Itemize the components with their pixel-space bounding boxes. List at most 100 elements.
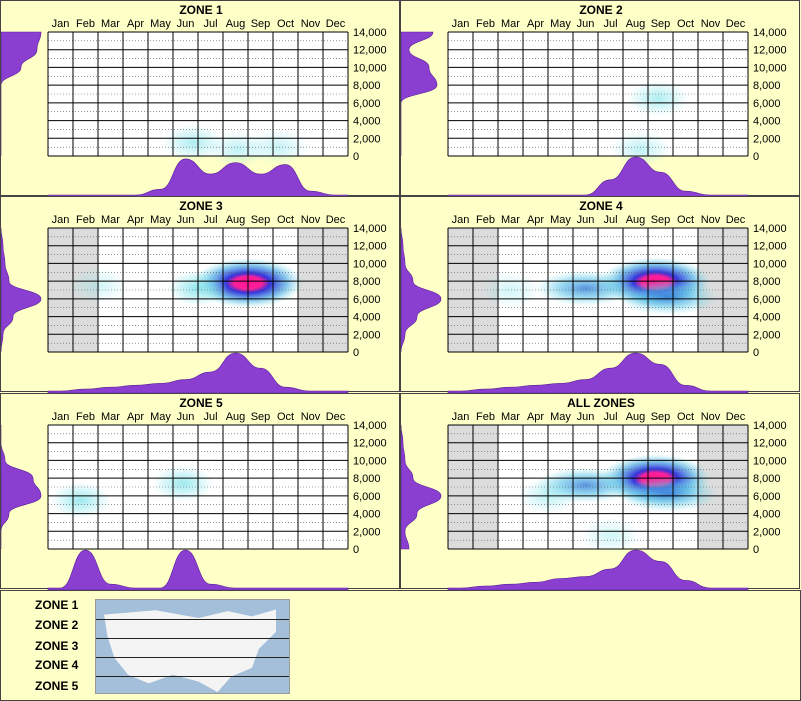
y-tick-label: 0 (353, 151, 359, 163)
month-label: Jun (177, 214, 195, 226)
y-tick-label: 14,000 (753, 223, 787, 235)
y-tick-label: 8,000 (353, 80, 381, 92)
density-blob (618, 476, 718, 512)
zone-4-panel: ZONE 4 Jan Feb Mar Apr May Jun Jul Aug Sep Oct Nov D… (400, 196, 800, 393)
month-label: May (550, 411, 571, 423)
zone-3-chart: ZONE 3 Jan Feb Mar Apr May Jun Jul Aug Sep Oct Nov D… (1, 199, 387, 393)
month-label: Aug (626, 18, 646, 30)
y-tick-label: 2,000 (753, 133, 781, 145)
month-label: Jan (452, 214, 470, 226)
month-label: Dec (326, 411, 346, 423)
y-tick-label: 6,000 (353, 98, 381, 110)
month-label: Sep (251, 411, 271, 423)
month-label: Jul (603, 214, 617, 226)
month-label: Sep (251, 18, 271, 30)
y-tick-label: 6,000 (753, 98, 781, 110)
month-label: Dec (726, 18, 746, 30)
y-tick-label: 6,000 (353, 491, 381, 503)
month-label: Dec (326, 214, 346, 226)
month-label: Oct (677, 214, 694, 226)
shaded-month (723, 425, 748, 549)
month-distribution (47, 158, 349, 197)
y-tick-label: 6,000 (353, 294, 381, 306)
month-label: Oct (677, 18, 694, 30)
month-label: Jun (577, 411, 595, 423)
y-tick-label: 10,000 (753, 62, 787, 74)
y-tick-label: 6,000 (753, 294, 781, 306)
chart-title: ZONE 1 (179, 3, 223, 17)
month-distribution (47, 549, 349, 590)
month-label: Mar (101, 18, 120, 30)
month-label: Aug (226, 411, 246, 423)
zone-boundary-line (96, 619, 289, 620)
chart-title: ALL ZONES (567, 396, 635, 410)
y-tick-label: 14,000 (353, 27, 387, 39)
month-label: Feb (76, 411, 95, 423)
month-label: Nov (301, 411, 321, 423)
month-label: Jul (203, 214, 217, 226)
zone-3-panel: ZONE 3 Jan Feb Mar Apr May Jun Jul Aug Sep Oct Nov D… (0, 196, 400, 393)
month-label: Sep (651, 411, 671, 423)
y-tick-label: 4,000 (753, 312, 781, 324)
month-label: Nov (701, 18, 721, 30)
month-label: May (550, 214, 571, 226)
zone-5-panel: ZONE 5 Jan Feb Mar Apr May Jun Jul Aug Sep Oct Nov D… (0, 393, 400, 590)
y-tick-label: 0 (753, 151, 759, 163)
density-blob (248, 129, 308, 165)
y-tick-label: 14,000 (353, 420, 387, 432)
y-tick-label: 12,000 (353, 438, 387, 450)
y-tick-label: 8,000 (353, 276, 381, 288)
chart-title: ZONE 2 (579, 3, 623, 17)
chart-title: ZONE 3 (179, 199, 223, 213)
month-distribution (447, 156, 749, 197)
y-tick-label: 8,000 (353, 473, 381, 485)
y-tick-label: 14,000 (753, 420, 787, 432)
y-tick-label: 4,000 (353, 116, 381, 128)
y-tick-label: 8,000 (753, 80, 781, 92)
density-blob (628, 80, 688, 117)
y-tick-label: 14,000 (353, 223, 387, 235)
month-label: Jan (452, 18, 470, 30)
y-tick-label: 0 (753, 544, 759, 556)
y-tick-label: 0 (353, 544, 359, 556)
legend-zone-5-label: ZONE 5 (35, 679, 79, 693)
month-label: Aug (226, 214, 246, 226)
month-label: Nov (301, 18, 321, 30)
y-tick-label: 12,000 (753, 45, 787, 57)
month-label: Sep (651, 214, 671, 226)
month-label: Jul (203, 411, 217, 423)
legend-zone-2-label: ZONE 2 (35, 618, 79, 632)
y-tick-label: 10,000 (353, 62, 387, 74)
legend-zone-3-label: ZONE 3 (35, 639, 79, 653)
y-tick-label: 2,000 (353, 133, 381, 145)
month-label: Apr (527, 214, 544, 226)
month-label: Nov (701, 411, 721, 423)
month-label: Aug (626, 214, 646, 226)
shaded-month (723, 228, 748, 352)
y-tick-label: 0 (753, 347, 759, 359)
month-label: Jun (577, 18, 595, 30)
y-tick-label: 14,000 (753, 27, 787, 39)
month-label: Jan (452, 411, 470, 423)
y-tick-label: 10,000 (353, 455, 387, 467)
month-label: Apr (127, 214, 144, 226)
month-label: Jun (177, 411, 195, 423)
shaded-month (323, 228, 348, 352)
month-label: Oct (277, 411, 294, 423)
month-label: Jun (177, 18, 195, 30)
month-label: Jan (52, 18, 70, 30)
month-label: May (150, 214, 171, 226)
month-label: May (150, 18, 171, 30)
zone-5-chart: ZONE 5 Jan Feb Mar Apr May Jun Jul Aug Sep Oct Nov D… (1, 396, 387, 590)
month-label: Apr (527, 18, 544, 30)
month-label: Mar (501, 411, 520, 423)
zone-1-panel: ZONE 1 Jan Feb Mar Apr May Jun Jul Aug Sep Oct Nov D… (0, 0, 400, 197)
y-tick-label: 2,000 (753, 329, 781, 341)
zone-2-chart: ZONE 2 Jan Feb Mar Apr May Jun Jul Aug Sep Oct Nov D… (401, 3, 787, 197)
month-label: Feb (76, 18, 95, 30)
density-blob (163, 124, 223, 161)
density-blob (535, 270, 636, 306)
all-zones-chart: ALL ZONES Jan Feb Mar Apr May Jun Jul Aug Sep Oct N… (401, 396, 787, 590)
month-label: May (150, 411, 171, 423)
